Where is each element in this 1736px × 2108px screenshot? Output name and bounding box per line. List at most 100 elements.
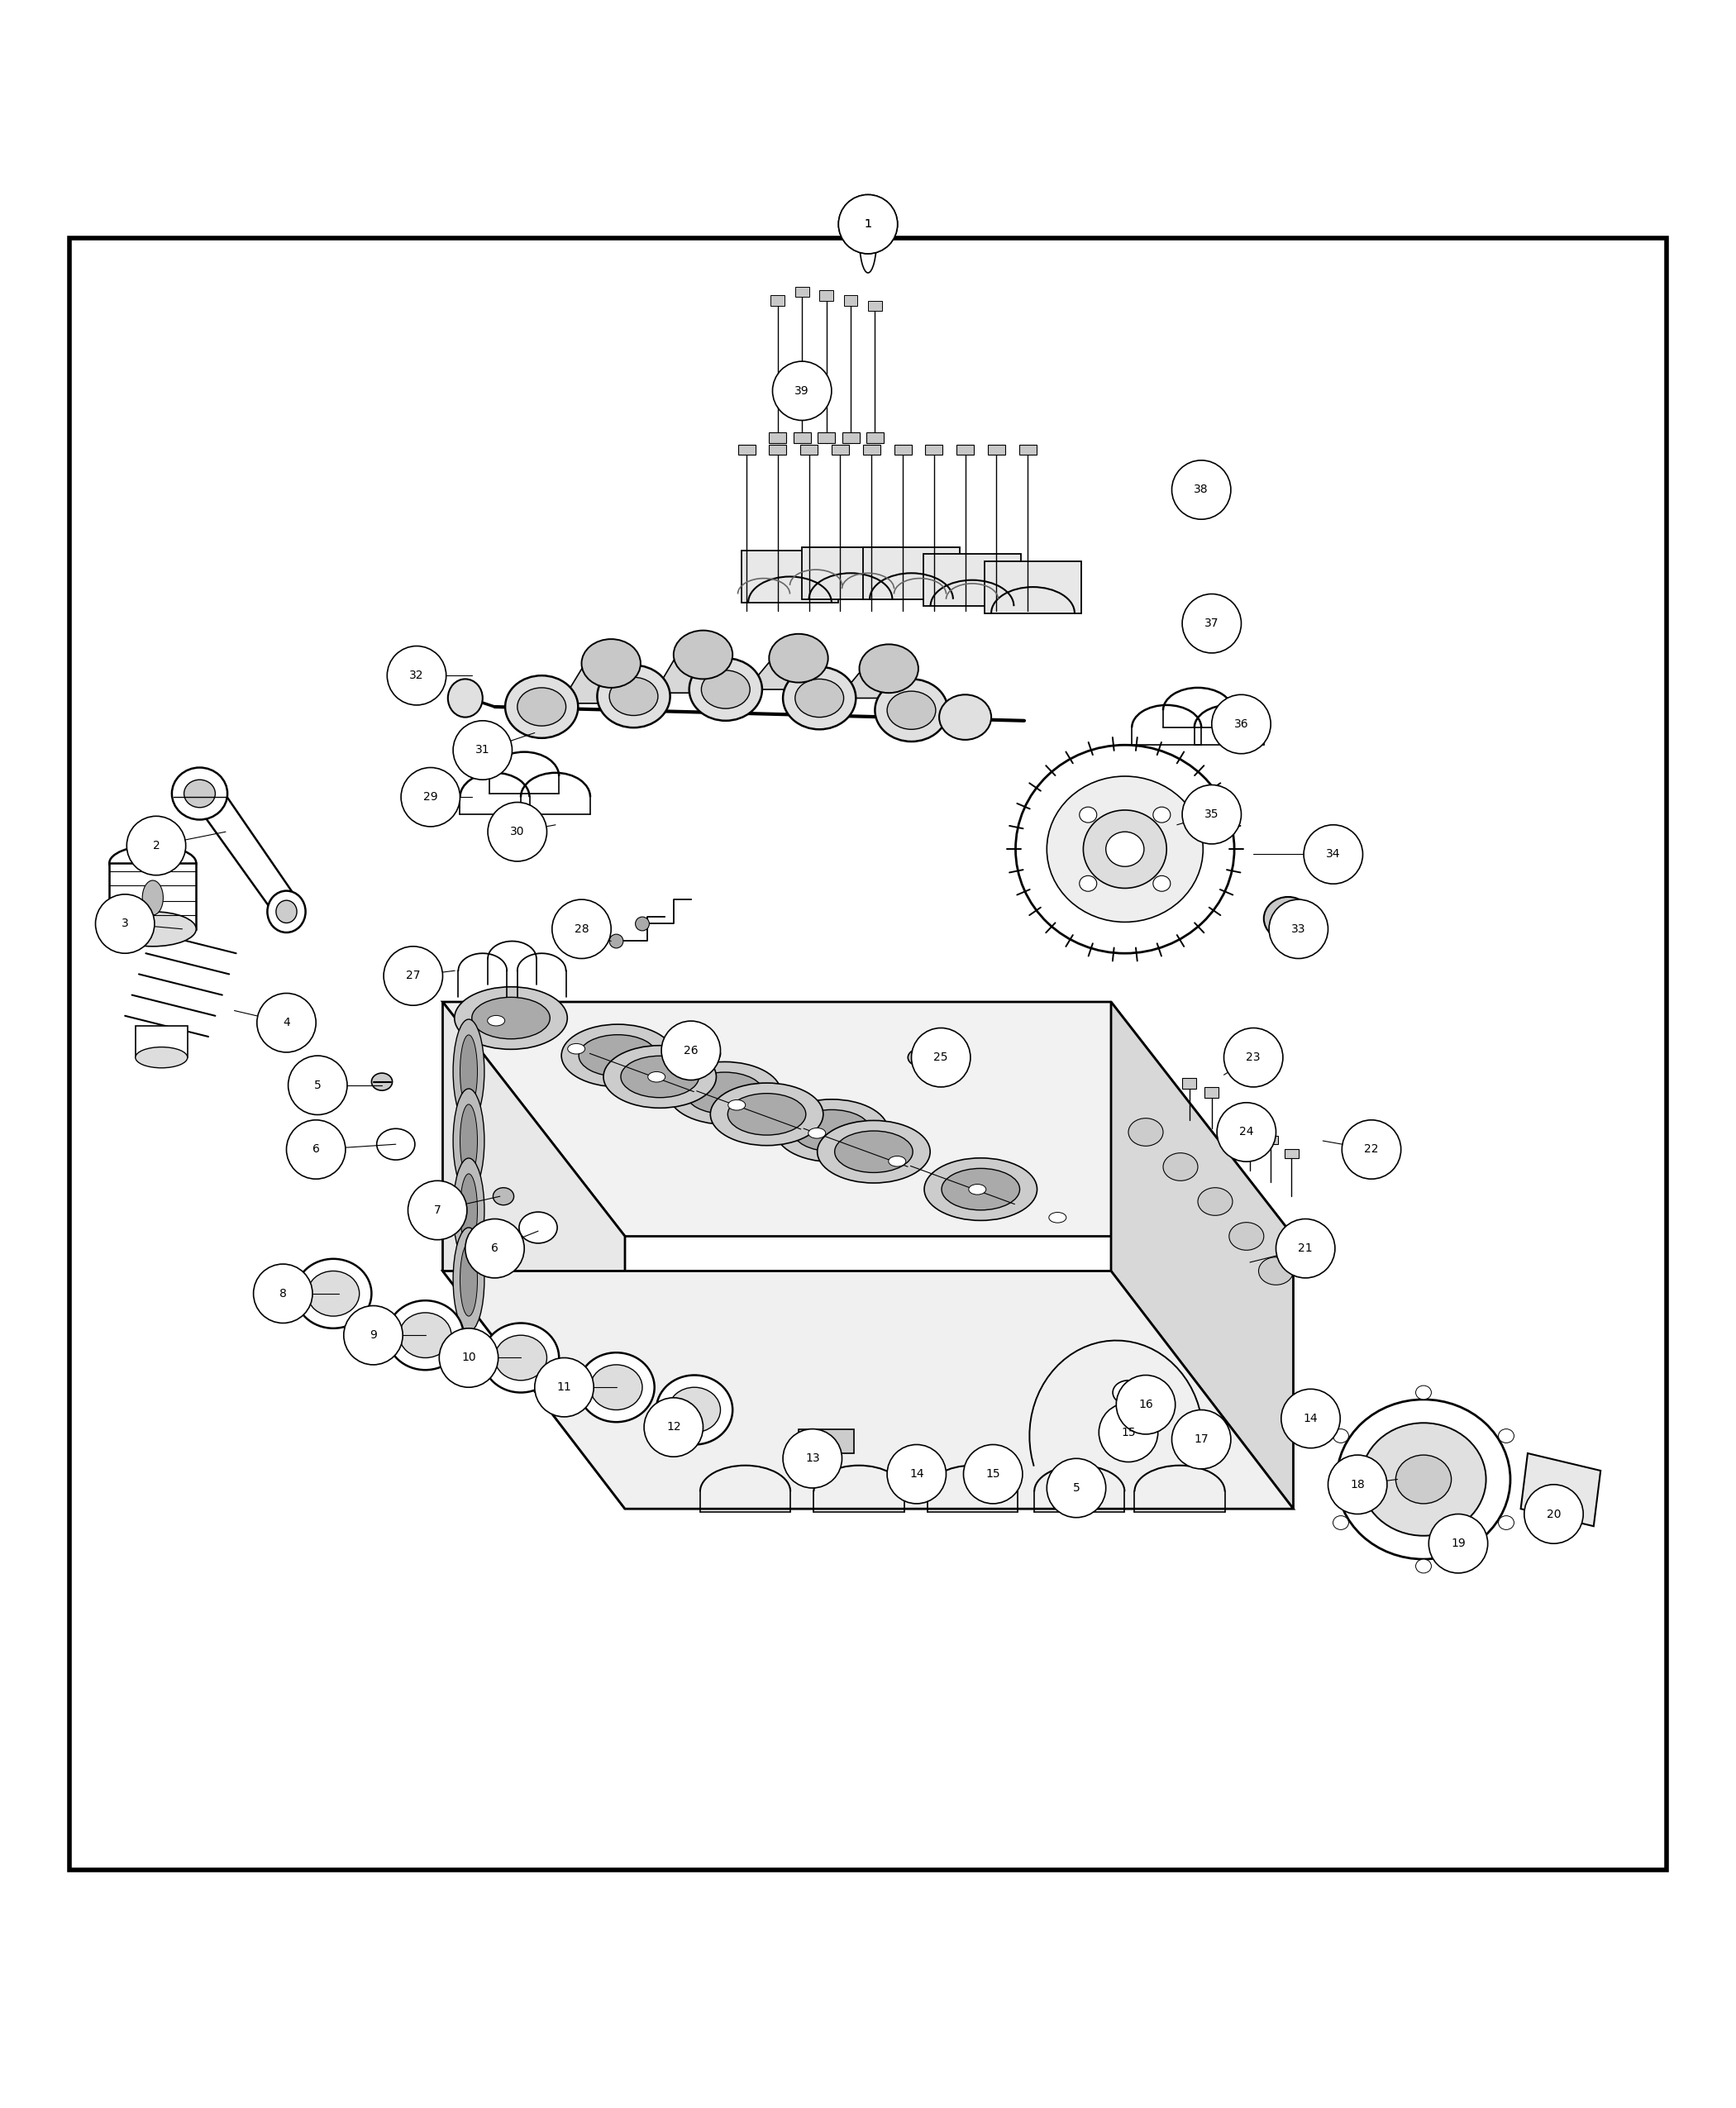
Text: 17: 17 — [1194, 1433, 1208, 1446]
Circle shape — [1182, 784, 1241, 843]
Ellipse shape — [1259, 1256, 1293, 1286]
Text: 9: 9 — [370, 1330, 377, 1341]
Polygon shape — [187, 780, 299, 919]
Bar — [819, 291, 833, 301]
Ellipse shape — [875, 679, 948, 742]
Ellipse shape — [295, 1258, 372, 1328]
Ellipse shape — [1417, 1385, 1430, 1400]
Circle shape — [1328, 1455, 1387, 1514]
Ellipse shape — [1113, 1381, 1144, 1404]
Circle shape — [384, 946, 443, 1006]
Ellipse shape — [1396, 1455, 1451, 1503]
Ellipse shape — [1337, 1400, 1510, 1560]
Circle shape — [838, 194, 898, 253]
Ellipse shape — [1153, 807, 1170, 822]
Circle shape — [257, 993, 316, 1052]
Circle shape — [1099, 1404, 1158, 1463]
Ellipse shape — [1163, 1153, 1198, 1180]
Text: 13: 13 — [806, 1452, 819, 1465]
Bar — [769, 445, 786, 455]
Bar — [135, 1027, 187, 1058]
Text: 3: 3 — [122, 917, 128, 930]
Ellipse shape — [604, 1046, 717, 1109]
Ellipse shape — [809, 1128, 826, 1138]
Polygon shape — [443, 1271, 1293, 1509]
Circle shape — [838, 194, 898, 253]
Ellipse shape — [908, 1050, 932, 1067]
Circle shape — [1224, 1029, 1283, 1088]
Ellipse shape — [1016, 744, 1234, 953]
Circle shape — [1269, 900, 1328, 959]
Text: 1: 1 — [865, 219, 871, 230]
Text: 31: 31 — [476, 744, 490, 757]
Bar — [844, 295, 858, 306]
Ellipse shape — [1080, 807, 1097, 822]
Ellipse shape — [172, 767, 227, 820]
Ellipse shape — [1128, 1117, 1163, 1147]
Text: 6: 6 — [491, 1242, 498, 1254]
Text: 34: 34 — [1326, 850, 1340, 860]
Circle shape — [773, 360, 832, 419]
Ellipse shape — [135, 1048, 187, 1069]
Circle shape — [488, 803, 547, 862]
Circle shape — [253, 1265, 312, 1324]
Ellipse shape — [701, 670, 750, 708]
Bar — [1205, 1088, 1219, 1098]
Ellipse shape — [493, 1187, 514, 1206]
Circle shape — [1524, 1484, 1583, 1543]
Bar — [1182, 1079, 1196, 1088]
Circle shape — [783, 1429, 842, 1488]
Ellipse shape — [609, 677, 658, 715]
Ellipse shape — [727, 1094, 806, 1134]
Ellipse shape — [1049, 1212, 1066, 1223]
Polygon shape — [561, 664, 637, 704]
Ellipse shape — [1333, 1429, 1349, 1442]
Polygon shape — [924, 554, 1021, 607]
Bar — [1019, 445, 1036, 455]
Polygon shape — [802, 548, 899, 599]
Circle shape — [887, 1444, 946, 1503]
Ellipse shape — [1453, 1524, 1477, 1541]
Polygon shape — [1111, 1001, 1293, 1509]
Ellipse shape — [1229, 1223, 1264, 1250]
Bar — [769, 432, 786, 443]
Ellipse shape — [668, 1062, 781, 1124]
Bar — [894, 445, 911, 455]
Ellipse shape — [689, 658, 762, 721]
Ellipse shape — [939, 696, 991, 740]
Ellipse shape — [568, 1043, 585, 1054]
Ellipse shape — [460, 1105, 477, 1176]
Circle shape — [911, 1029, 970, 1088]
Ellipse shape — [668, 1387, 720, 1433]
Text: 21: 21 — [1299, 1242, 1312, 1254]
Ellipse shape — [859, 645, 918, 694]
Ellipse shape — [783, 666, 856, 729]
Text: 1: 1 — [865, 219, 871, 230]
Ellipse shape — [674, 630, 733, 679]
Text: 20: 20 — [1547, 1507, 1561, 1520]
Circle shape — [95, 894, 155, 953]
Text: 16: 16 — [1139, 1400, 1153, 1410]
Ellipse shape — [710, 1084, 823, 1145]
Circle shape — [1281, 1389, 1340, 1448]
Text: 7: 7 — [434, 1204, 441, 1216]
Polygon shape — [984, 561, 1082, 613]
Text: 28: 28 — [575, 923, 589, 934]
Bar — [738, 445, 755, 455]
Ellipse shape — [505, 675, 578, 738]
Text: 4: 4 — [283, 1016, 290, 1029]
Text: 5: 5 — [1073, 1482, 1080, 1495]
Ellipse shape — [488, 1016, 505, 1027]
Ellipse shape — [519, 1212, 557, 1244]
Ellipse shape — [795, 679, 844, 717]
Polygon shape — [654, 656, 729, 694]
Polygon shape — [741, 550, 838, 603]
Ellipse shape — [460, 1244, 477, 1315]
Ellipse shape — [582, 639, 641, 687]
Circle shape — [1116, 1374, 1175, 1433]
Ellipse shape — [372, 1073, 392, 1090]
Circle shape — [1047, 1459, 1106, 1518]
Circle shape — [644, 1398, 703, 1457]
Ellipse shape — [1274, 906, 1302, 932]
Ellipse shape — [1333, 1516, 1349, 1530]
